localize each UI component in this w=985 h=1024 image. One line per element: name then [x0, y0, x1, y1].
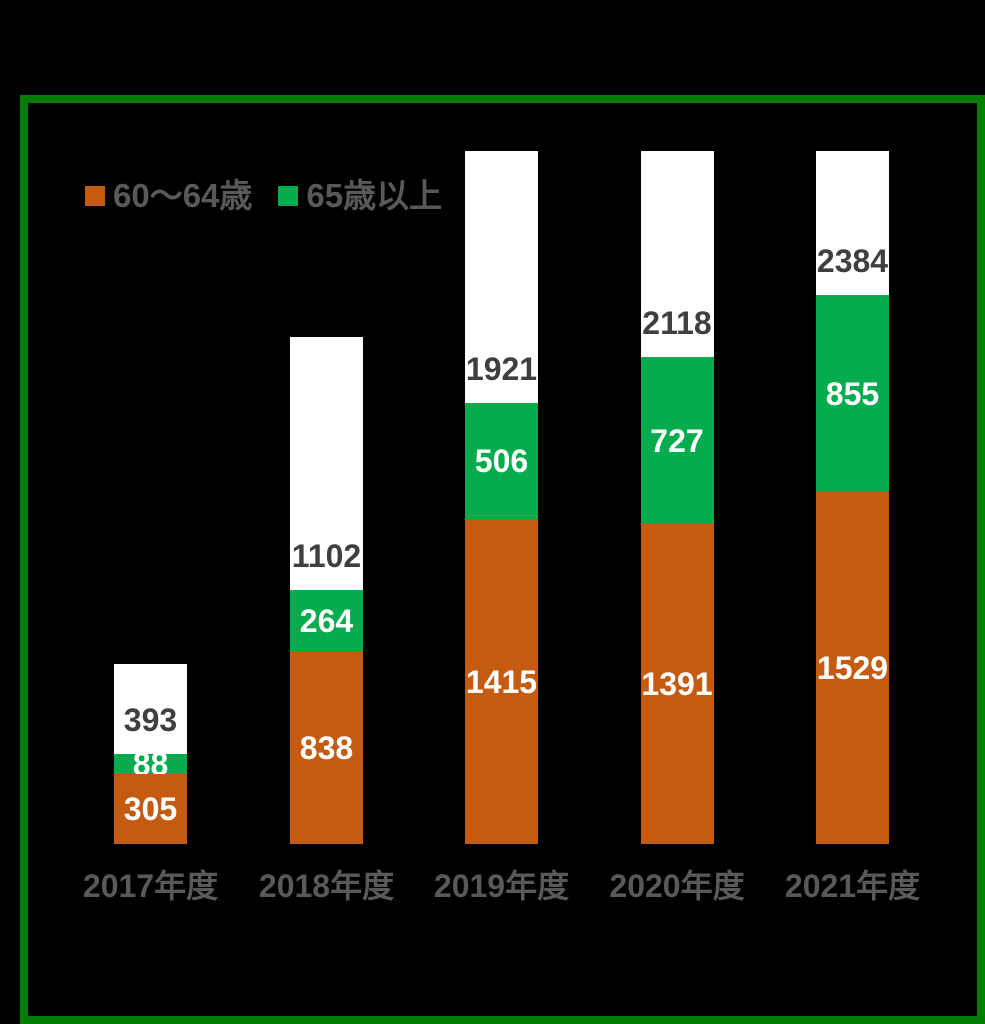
total-segment: 1102	[290, 337, 363, 590]
total-value-label: 2384	[816, 243, 889, 279]
legend-swatch-green-icon	[278, 186, 299, 206]
legend-label-60-64: 60～64歳	[113, 177, 253, 214]
segment-65-plus: 506	[465, 403, 538, 519]
segment-60-64: 838	[290, 651, 363, 844]
stacked-bar-2017年度: 393 88 305	[114, 664, 187, 844]
legend-item-60-64: 60～64歳	[85, 177, 252, 215]
total-value-label: 393	[123, 702, 178, 738]
total-value-label: 2118	[642, 305, 712, 341]
stacked-bar-2020年度: 2118 727 1391	[640, 151, 714, 844]
segment-60-64-value-label: 305	[123, 791, 178, 827]
total-segment: 2118	[640, 151, 714, 357]
segment-65-plus-value-label: 506	[474, 443, 529, 479]
total-value-label: 1102	[291, 538, 362, 574]
x-axis-label-2018年度: 2018年度	[258, 868, 395, 904]
segment-60-64-value-label: 1391	[641, 666, 713, 702]
segment-60-64-value-label: 838	[299, 729, 354, 766]
legend: 60～64歳 65歳以上	[85, 177, 442, 215]
x-axis-label-2019年度: 2019年度	[433, 868, 570, 904]
stacked-bar-2018年度: 1102 264 838	[290, 337, 363, 844]
stacked-bar-2019年度: 1921 506 1415	[465, 151, 538, 844]
segment-60-64: 1529	[816, 492, 889, 844]
segment-60-64: 1391	[640, 524, 714, 844]
segment-60-64: 1415	[465, 519, 538, 844]
segment-60-64-value-label: 1415	[465, 663, 538, 700]
total-value-label: 1921	[465, 351, 538, 387]
stacked-bar-2021年度: 2384 855 1529	[816, 151, 889, 844]
segment-60-64: 305	[114, 774, 187, 844]
segment-65-plus-value-label: 264	[299, 602, 354, 639]
segment-65-plus-value-label: 727	[650, 422, 704, 459]
legend-swatch-orange-icon	[85, 186, 105, 206]
segment-65-plus: 88	[114, 748, 187, 780]
x-axis-label-2021年度: 2021年度	[784, 868, 921, 904]
segment-60-64-value-label: 1529	[816, 650, 889, 686]
segment-65-plus: 264	[290, 590, 363, 651]
chart-frame-border	[20, 95, 985, 1024]
total-segment: 2384	[816, 151, 889, 295]
segment-65-plus: 727	[640, 357, 714, 524]
total-segment: 1921	[465, 151, 538, 403]
total-segment: 393	[114, 664, 187, 754]
legend-label-65-plus: 65歳以上	[306, 177, 443, 214]
x-axis-label-2020年度: 2020年度	[609, 868, 745, 904]
segment-65-plus-value-label: 855	[825, 375, 880, 412]
x-axis-label-2017年度: 2017年度	[82, 868, 219, 904]
segment-65-plus: 855	[816, 295, 889, 492]
legend-item-65-plus: 65歳以上	[278, 177, 442, 215]
